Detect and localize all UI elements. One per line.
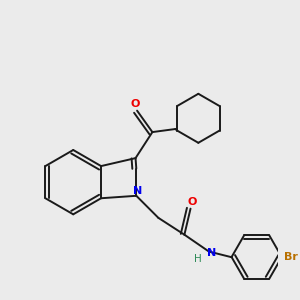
Text: H: H — [194, 254, 202, 264]
Text: O: O — [131, 99, 140, 109]
Text: N: N — [207, 248, 216, 258]
Text: N: N — [133, 186, 142, 196]
Text: O: O — [188, 197, 197, 207]
Text: Br: Br — [284, 252, 298, 262]
